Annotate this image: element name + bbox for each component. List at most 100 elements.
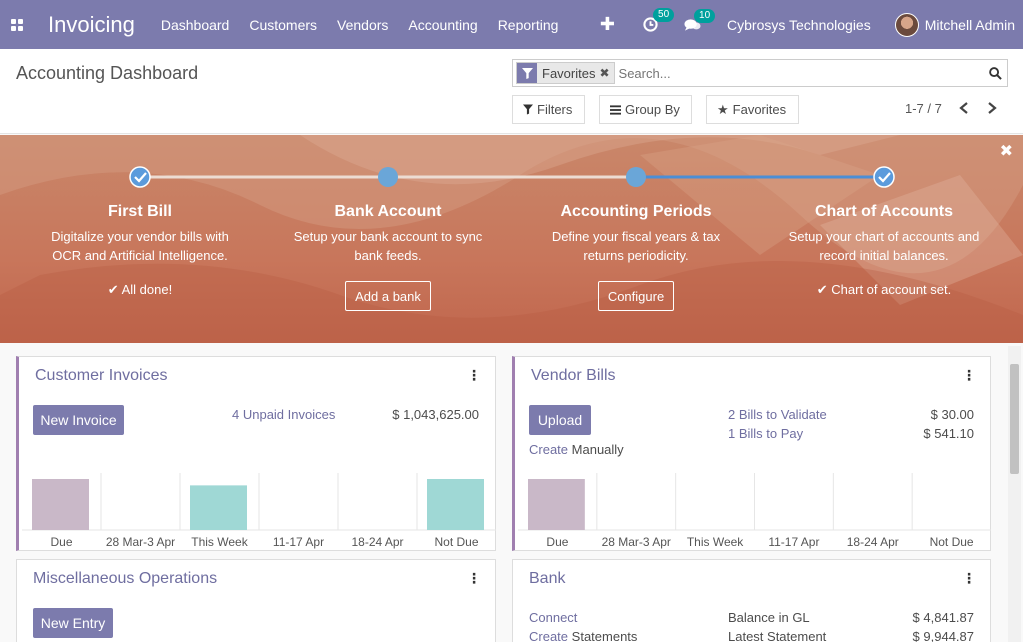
bills-to-pay-link[interactable]: 1 Bills to Pay bbox=[728, 426, 804, 441]
create-manually-link[interactable]: Create bbox=[529, 442, 569, 457]
list-icon bbox=[610, 104, 621, 115]
unpaid-invoices-link[interactable]: 4 Unpaid Invoices bbox=[232, 407, 336, 422]
user-menu[interactable]: Mitchell Admin bbox=[924, 16, 1015, 33]
chart-bar-2[interactable] bbox=[190, 485, 247, 530]
menu-vendors[interactable]: Vendors bbox=[337, 16, 389, 33]
card-title[interactable]: Customer Invoices bbox=[35, 367, 168, 384]
unpaid-invoices-amount: $ 1,043,625.00 bbox=[392, 407, 479, 422]
chart-bar-0[interactable] bbox=[528, 479, 585, 530]
onboarding-banner: ✖ First Bill Digitalize your vendor bill… bbox=[0, 135, 1023, 343]
star-icon: ★ bbox=[717, 101, 729, 117]
apps-menu-icon[interactable] bbox=[0, 0, 34, 49]
chart-tick-label: Not Due bbox=[434, 535, 478, 549]
step-desc-chart-of-accounts-line1: Setup your chart of accounts and bbox=[788, 229, 980, 244]
filter-icon bbox=[517, 63, 537, 83]
step-desc-accounting-periods-line1: Define your fiscal years & tax bbox=[551, 229, 721, 244]
chart-tick-label: Due bbox=[50, 535, 72, 549]
vendor-bills-card: Vendor Bills ⋮ Upload Create Manually 2 … bbox=[512, 356, 991, 551]
message-count-badge: 10 bbox=[694, 8, 716, 23]
banner-close-icon[interactable]: ✖ bbox=[999, 143, 1013, 160]
kebab-menu-icon[interactable]: ⋮ bbox=[467, 367, 481, 383]
quick-create-plus-icon[interactable]: ✚ bbox=[599, 14, 616, 34]
new-invoice-button[interactable]: New Invoice bbox=[33, 405, 124, 435]
chart-tick-label: 11-17 Apr bbox=[273, 535, 324, 549]
search-icon[interactable] bbox=[983, 66, 1007, 80]
filters-button[interactable]: Filters bbox=[512, 95, 585, 124]
menu-reporting[interactable]: Reporting bbox=[497, 16, 559, 33]
create-manually-suffix: Manually bbox=[571, 442, 624, 457]
step-done-label: All done! bbox=[121, 282, 173, 297]
chart-tick-label: 11-17 Apr bbox=[768, 535, 819, 549]
chart-tick-label: 28 Mar-3 Apr bbox=[602, 535, 671, 549]
kebab-menu-icon[interactable]: ⋮ bbox=[467, 570, 481, 586]
latest-statement-label: Latest Statement bbox=[728, 629, 827, 642]
chart-bar-0[interactable] bbox=[32, 479, 89, 530]
create-statements: Create Statements bbox=[529, 629, 637, 642]
filters-label: Filters bbox=[537, 102, 573, 117]
control-panel: Accounting Dashboard Favorites ✖ Filters… bbox=[0, 49, 1023, 134]
add-bank-button[interactable]: Add a bank bbox=[345, 281, 431, 311]
app-brand[interactable]: Invoicing bbox=[48, 11, 135, 37]
upload-button[interactable]: Upload bbox=[529, 405, 591, 435]
new-entry-button[interactable]: New Entry bbox=[33, 608, 113, 638]
chart-bar-5[interactable] bbox=[427, 479, 484, 530]
pager-value[interactable]: 1-7 / 7 bbox=[905, 101, 942, 116]
company-switcher[interactable]: Cybrosys Technologies bbox=[727, 16, 871, 33]
scrollbar-thumb[interactable] bbox=[1010, 364, 1019, 474]
card-title[interactable]: Miscellaneous Operations bbox=[33, 570, 218, 587]
aged-payable-chart: Due 28 Mar-3 Apr This Week 11-17 Apr 18-24 A… bbox=[518, 473, 991, 549]
card-title[interactable]: Bank bbox=[529, 570, 566, 587]
step-title-chart-of-accounts: Chart of Accounts bbox=[814, 203, 954, 220]
vendor-bills-chart[interactable]: Due 28 Mar-3 Apr This Week 11-17 Apr 18-24 A… bbox=[518, 473, 991, 550]
step-done-label: Chart of account set. bbox=[831, 282, 952, 297]
chart-tick-label: 28 Mar-3 Apr bbox=[106, 535, 175, 549]
search-box: Favorites ✖ bbox=[512, 59, 1008, 87]
kebab-menu-icon[interactable]: ⋮ bbox=[962, 570, 976, 586]
create-statements-link[interactable]: Create bbox=[529, 629, 569, 642]
bills-to-validate-amount: $ 30.00 bbox=[930, 407, 974, 422]
top-navbar: Invoicing Dashboard Customers Vendors Ac… bbox=[0, 0, 1023, 49]
kebab-menu-icon[interactable]: ⋮ bbox=[962, 367, 976, 383]
filter-icon bbox=[523, 104, 533, 115]
page-scrollbar[interactable] bbox=[1008, 346, 1021, 642]
menu-accounting[interactable]: Accounting bbox=[408, 16, 478, 33]
bills-to-validate-link[interactable]: 2 Bills to Validate bbox=[728, 407, 827, 422]
step-desc-first-bill-line2: OCR and Artificial Intelligence. bbox=[52, 248, 228, 263]
step-done-chart-of-accounts: ✔ Chart of account set. bbox=[764, 282, 1004, 298]
chart-tick-label: 18-24 Apr bbox=[847, 535, 899, 549]
groupby-button[interactable]: Group By bbox=[599, 95, 692, 124]
user-avatar[interactable] bbox=[894, 12, 919, 37]
main-menu: Dashboard Customers Vendors Accounting R… bbox=[161, 17, 579, 33]
check-icon: ✔ bbox=[816, 282, 828, 297]
customer-invoices-card: Customer Invoices ⋮ New Invoice 4 Unpaid… bbox=[16, 356, 496, 551]
chart-tick-label: 18-24 Apr bbox=[351, 535, 403, 549]
pager-previous-icon[interactable] bbox=[958, 101, 970, 118]
pager-next-icon[interactable] bbox=[986, 101, 998, 118]
page-title: Accounting Dashboard bbox=[16, 63, 199, 83]
messages-button[interactable]: 10 bbox=[684, 8, 716, 32]
menu-dashboard[interactable]: Dashboard bbox=[160, 16, 230, 33]
clock-icon bbox=[643, 17, 658, 32]
chart-tick-label: This Week bbox=[191, 535, 248, 549]
activity-button[interactable]: 50 bbox=[643, 8, 675, 32]
chart-tick-label: Due bbox=[546, 535, 568, 549]
search-facet: Favorites ✖ bbox=[516, 62, 615, 84]
search-input[interactable] bbox=[618, 61, 983, 85]
card-title[interactable]: Vendor Bills bbox=[531, 367, 616, 384]
bank-card: Bank ⋮ Connect Create Statements Balance… bbox=[512, 559, 991, 642]
facet-remove-icon[interactable]: ✖ bbox=[599, 66, 610, 80]
step-desc-bank-account-line2: bank feeds. bbox=[354, 248, 422, 263]
check-icon: ✔ bbox=[107, 282, 119, 297]
chat-icon bbox=[684, 18, 701, 31]
create-manually: Create Manually bbox=[529, 442, 624, 457]
configure-button[interactable]: Configure bbox=[598, 281, 674, 311]
misc-operations-card: Miscellaneous Operations ⋮ New Entry bbox=[16, 559, 496, 642]
step-desc-first-bill-line1: Digitalize your vendor bills with bbox=[51, 229, 229, 244]
aged-receivable-chart: Due 28 Mar-3 Apr This Week 11-17 Apr 18-24 A… bbox=[22, 473, 496, 549]
step-title-accounting-periods: Accounting Periods bbox=[560, 203, 712, 220]
customer-invoices-chart[interactable]: Due 28 Mar-3 Apr This Week 11-17 Apr 18-24 A… bbox=[22, 473, 496, 550]
latest-statement-amount: $ 9,944.87 bbox=[912, 629, 974, 642]
favorites-button[interactable]: ★ Favorites bbox=[706, 95, 799, 124]
menu-customers[interactable]: Customers bbox=[249, 16, 318, 33]
connect-bank-link[interactable]: Connect bbox=[529, 610, 578, 625]
